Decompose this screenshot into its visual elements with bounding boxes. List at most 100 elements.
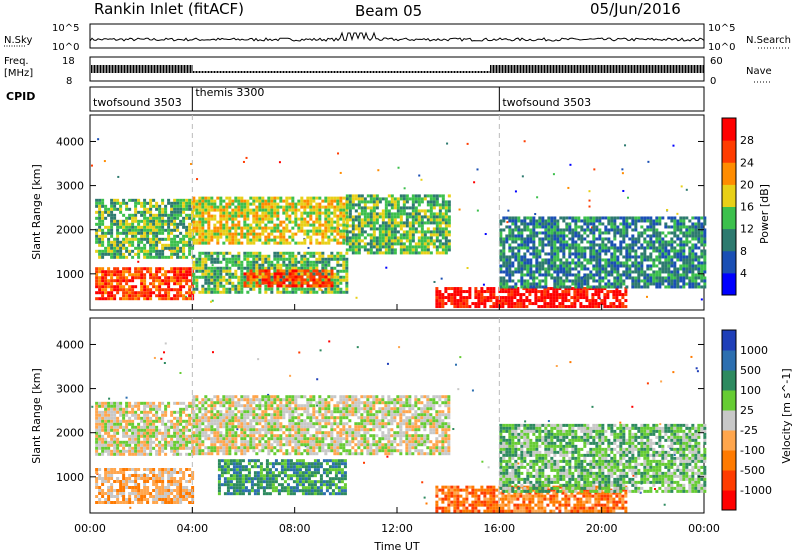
- data-cell: [532, 252, 536, 256]
- data-cell: [610, 285, 614, 289]
- freq-bar: [191, 65, 193, 73]
- noise-cell: [108, 397, 111, 400]
- data-cell: [219, 281, 223, 285]
- data-cell: [195, 278, 199, 282]
- data-cell: [261, 226, 265, 230]
- data-cell: [188, 252, 192, 256]
- data-cell: [222, 211, 226, 215]
- data-cell: [514, 237, 518, 241]
- freq-bar: [493, 65, 494, 73]
- data-cell: [348, 212, 352, 216]
- data-cell: [667, 231, 671, 235]
- data-cell: [387, 215, 391, 219]
- data-cell: [264, 226, 268, 230]
- data-cell: [204, 205, 208, 209]
- data-cell: [435, 221, 439, 225]
- data-cell: [555, 305, 559, 309]
- freq-bar: [194, 71, 196, 73]
- data-cell: [276, 284, 280, 288]
- data-cell: [384, 203, 388, 207]
- data-cell: [670, 279, 674, 283]
- data-cell: [541, 279, 545, 283]
- data-cell: [348, 200, 352, 204]
- data-cell: [351, 245, 355, 249]
- data-cell: [495, 299, 499, 303]
- data-cell: [137, 201, 141, 205]
- data-cell: [176, 228, 180, 232]
- data-cell: [297, 272, 301, 276]
- data-cell: [276, 205, 280, 209]
- data-cell: [507, 299, 511, 303]
- freq-bar: [392, 71, 394, 73]
- data-cell: [300, 290, 304, 294]
- data-cell: [267, 205, 271, 209]
- data-cell: [679, 222, 683, 226]
- data-cell: [498, 290, 502, 294]
- data-cell: [225, 269, 229, 273]
- data-cell: [279, 278, 283, 282]
- data-cell: [664, 255, 668, 259]
- data-cell: [507, 290, 511, 294]
- data-cell: [285, 226, 289, 230]
- data-cell: [420, 230, 424, 234]
- data-cell: [101, 210, 105, 214]
- data-cell: [622, 246, 626, 250]
- data-cell: [291, 196, 295, 200]
- data-cell: [474, 287, 478, 291]
- data-cell: [228, 217, 232, 221]
- data-cell: [158, 282, 162, 286]
- data-cell: [324, 275, 328, 279]
- data-cell: [345, 218, 349, 222]
- freq-bar: [196, 71, 197, 73]
- data-cell: [595, 219, 599, 223]
- data-cell: [279, 284, 283, 288]
- data-cell: [694, 258, 698, 262]
- freq-bar: [112, 65, 113, 73]
- data-cell: [621, 302, 625, 306]
- data-cell: [348, 248, 352, 252]
- data-cell: [246, 263, 250, 267]
- data-cell: [625, 216, 629, 220]
- data-cell: [330, 202, 334, 206]
- data-cell: [595, 243, 599, 247]
- data-cell: [613, 222, 617, 226]
- data-cell: [519, 305, 523, 309]
- data-cell: [339, 211, 343, 215]
- data-cell: [333, 257, 337, 261]
- data-cell: [201, 211, 205, 215]
- data-cell: [682, 246, 686, 250]
- data-cell: [604, 285, 608, 289]
- data-cell: [342, 208, 346, 212]
- data-cell: [188, 267, 192, 271]
- data-cell: [143, 204, 147, 208]
- data-cell: [330, 272, 334, 276]
- data-cell: [95, 273, 99, 277]
- data-cell: [170, 216, 174, 220]
- data-cell: [351, 251, 355, 255]
- data-cell: [348, 218, 352, 222]
- data-cell: [95, 446, 99, 450]
- data-cell: [432, 194, 436, 198]
- freq-bar: [325, 71, 326, 73]
- data-cell: [679, 243, 683, 247]
- data-cell: [204, 254, 208, 258]
- data-cell: [110, 216, 114, 220]
- data-cell: [101, 273, 105, 277]
- data-cell: [538, 216, 542, 220]
- data-cell: [631, 216, 635, 220]
- data-cell: [585, 305, 589, 309]
- data-cell: [501, 299, 505, 303]
- data-cell: [297, 284, 301, 288]
- data-cell: [324, 205, 328, 209]
- freq-bar: [215, 71, 217, 73]
- data-cell: [285, 284, 289, 288]
- data-cell: [213, 251, 217, 255]
- data-cell: [435, 224, 439, 228]
- data-cell: [411, 227, 415, 231]
- data-cell: [306, 205, 310, 209]
- data-cell: [176, 249, 180, 253]
- data-cell: [381, 218, 385, 222]
- data-cell: [447, 296, 451, 300]
- data-cell: [113, 279, 117, 283]
- freq-bar: [343, 71, 344, 73]
